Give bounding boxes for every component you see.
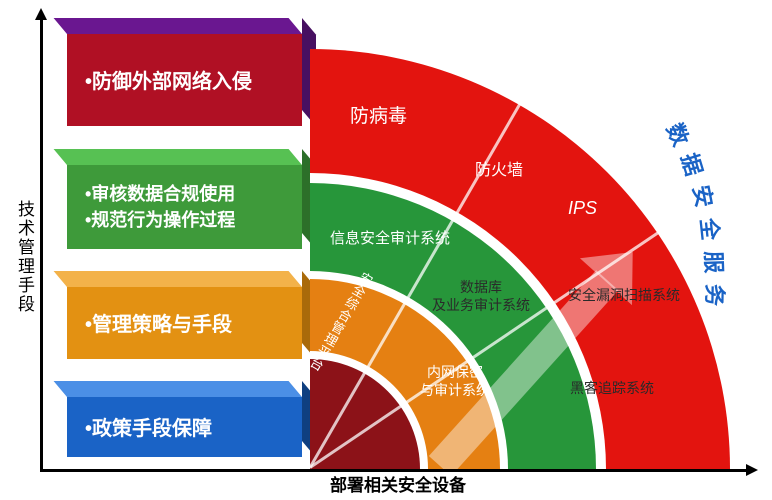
lbl-ips: IPS	[568, 197, 597, 220]
lbl-internal: 内网保密与审计系统	[420, 364, 490, 399]
block-external-defense: •防御外部网络入侵	[67, 34, 302, 126]
block-bullet: •审核数据合规使用	[85, 180, 288, 206]
x-axis-label: 部署相关安全设备	[330, 471, 466, 496]
block-bullet: •规范行为操作过程	[85, 206, 288, 232]
outer-label-char: 服	[699, 250, 732, 273]
lbl-hacker: 黑客追踪系统	[570, 380, 654, 398]
block-bullet: •政策手段保障	[85, 412, 288, 441]
lbl-firewall: 防火墙	[475, 161, 523, 181]
quarter-radar: 防病毒防火墙 IPS 信息安全审计系统数据库及业务审计系统 安全漏洞扫描系统内网保密与…	[310, 39, 740, 469]
y-axis-label: 技术管理手段	[12, 200, 37, 314]
outer-label-char: 全	[694, 216, 728, 241]
block-bullet: •管理策略与手段	[85, 308, 288, 337]
outer-label-char: 务	[700, 284, 732, 307]
block-policy: •政策手段保障	[67, 397, 302, 457]
lbl-antivirus: 防病毒	[350, 105, 407, 129]
block-bullet: •防御外部网络入侵	[85, 65, 288, 94]
lbl-audit-sys: 信息安全审计系统	[330, 230, 450, 249]
lbl-db-audit: 数据库及业务审计系统	[432, 279, 530, 314]
block-strategy: •管理策略与手段	[67, 287, 302, 359]
security-architecture-diagram: 技术管理手段 部署相关安全设备 •防御外部网络入侵 •审核数据合规使用•规范行为操…	[0, 0, 772, 500]
lbl-vuln-scan: 安全漏洞扫描系统	[568, 287, 680, 305]
y-axis	[40, 14, 43, 472]
block-audit-compliance: •审核数据合规使用•规范行为操作过程	[67, 165, 302, 249]
